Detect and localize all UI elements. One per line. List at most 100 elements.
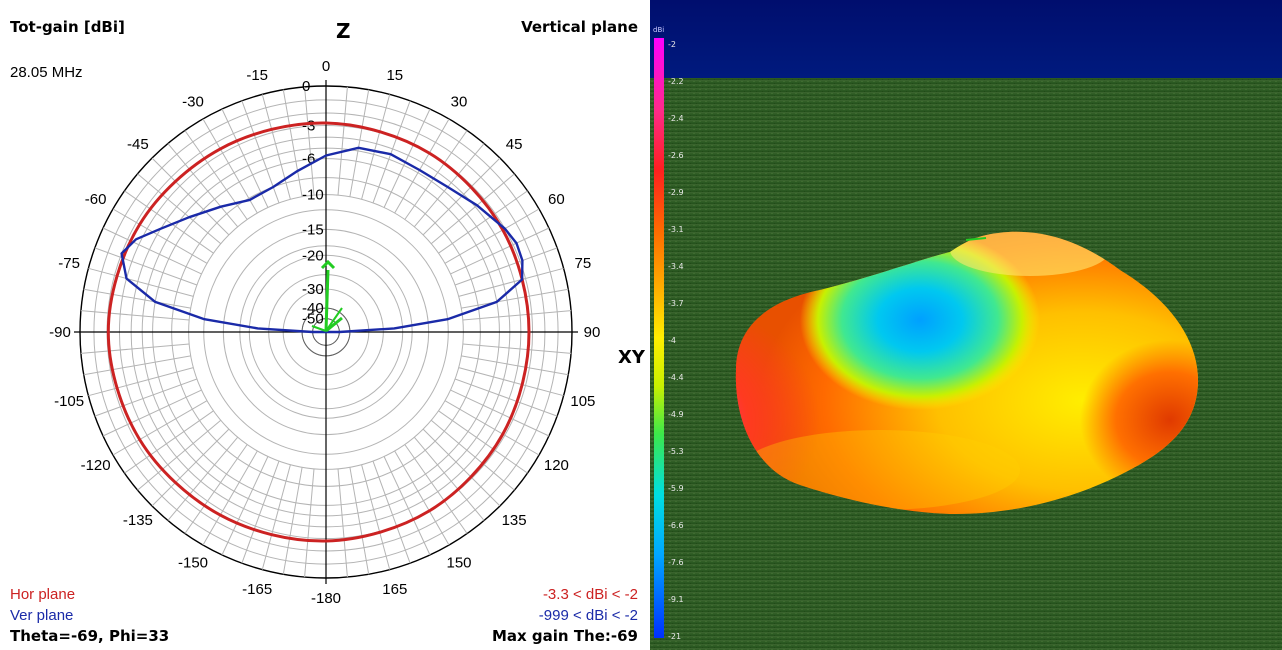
ver-plane-legend: Ver plane [10, 607, 74, 624]
grid-spoke [241, 460, 280, 564]
xy-axis-label: XY [618, 347, 646, 368]
grid-spoke [184, 444, 248, 534]
grid-spoke [112, 208, 208, 264]
colorbar-tick-label: -4.9 [668, 410, 684, 419]
angle-tick-label: 75 [575, 255, 592, 272]
colorbar-tick-label: -2.2 [668, 77, 684, 86]
grid-spoke [282, 89, 303, 197]
angle-tick-label: -105 [54, 393, 84, 410]
grid-spoke [349, 467, 370, 575]
angle-tick-label: 90 [584, 324, 601, 341]
angle-tick-label: -180 [311, 590, 341, 607]
grid-spoke [261, 94, 291, 200]
grid-spoke [404, 130, 468, 220]
grid-spoke [304, 468, 315, 578]
angle-tick-label: -60 [85, 191, 107, 208]
angle-tick-label: 135 [502, 512, 527, 529]
grid-spoke [337, 86, 348, 196]
angle-tick-label: -135 [123, 512, 153, 529]
grid-spoke [137, 173, 222, 245]
grid-spoke [454, 378, 558, 417]
grid-spoke [413, 143, 485, 228]
angle-tick-label: 30 [451, 94, 468, 111]
grid-spoke [430, 173, 515, 245]
grid-spoke [304, 86, 315, 196]
quantity-label: Tot-gain [dBi] [10, 18, 125, 36]
grid-spoke [462, 310, 572, 321]
grid-spoke [372, 100, 411, 204]
colorbar-tick-label: -2.9 [668, 188, 684, 197]
colorbar-tick-label: -2.4 [668, 114, 684, 123]
grid-spoke [458, 267, 564, 297]
angle-tick-label: 15 [386, 67, 403, 84]
grid-spoke [167, 436, 239, 521]
max-gain-readout: Max gain The:-69 [491, 627, 638, 645]
hor-plane-trace [106, 121, 531, 543]
polar-plot: 0-3-6-10-15-20-30-40-50 0153045607590105… [49, 19, 646, 607]
angle-tick-label: -75 [58, 255, 80, 272]
angle-tick-label: -150 [178, 554, 208, 571]
radial-tick-label: -3 [302, 118, 315, 135]
grid-spoke [422, 428, 501, 507]
pattern-3d-svg: dBi -2 -2.2 -2.4 -2.6 -2.9 -3.1 -3.4 -3.7 -4 -4.4… [650, 0, 1282, 650]
grid-spoke [83, 355, 191, 376]
hor-plane-range: -3.3 < dBi < -2 [542, 586, 638, 603]
frequency-label: 28.05 MHz [10, 64, 83, 81]
colorbar-tick-label: -21 [668, 632, 681, 641]
grid-spoke [361, 464, 391, 570]
colorbar-tick-label: -3.7 [668, 299, 684, 308]
angle-tick-label: -45 [127, 136, 149, 153]
colorbar-tick-label: -6.6 [668, 521, 684, 530]
angle-tick-label: 0 [322, 58, 330, 75]
grid-spoke [124, 410, 214, 474]
grid-spoke [94, 378, 198, 417]
dbi-colorbar: dBi -2 -2.2 -2.4 -2.6 -2.9 -3.1 -3.4 -3.7 -4 -4.4… [653, 26, 684, 641]
grid-spoke [454, 247, 558, 286]
cursor-readout: Theta=-69, Phi=33 [10, 627, 170, 645]
radial-tick-label: -10 [302, 187, 324, 204]
grid-spoke [438, 410, 528, 474]
w-axis-arrow [311, 325, 327, 332]
z-arrow-head [320, 259, 336, 270]
grid-spoke [450, 227, 550, 275]
grid-spoke [430, 419, 515, 491]
polar-plot-panel: 0 -3 -6 -10 -15 -20 -30 -40 -50 0 15 30 45 60 75 90 105… [10, 18, 646, 645]
grid-spoke [94, 247, 198, 286]
grid-spoke [167, 143, 239, 228]
ver-plane-trace [120, 146, 524, 334]
grid-spoke [361, 94, 391, 200]
colorbar-tick-label: -2 [668, 40, 676, 49]
radial-tick-label: -20 [302, 247, 324, 264]
grid-spoke [124, 190, 214, 254]
grid-spoke [413, 436, 485, 521]
radial-scale-labels: 0-3-6-10-15-20-30-40-50 [302, 78, 324, 328]
grid-spoke [202, 118, 258, 214]
pattern-traces [106, 121, 531, 543]
grid-spoke [383, 456, 431, 556]
grid-spoke [221, 108, 269, 208]
angle-tick-label: -120 [81, 457, 111, 474]
grid-spoke [458, 367, 564, 397]
pattern-3d-view[interactable]: dBi -2 -2.2 -2.4 -2.6 -2.9 -3.1 -3.4 -3.7 -4 -4.4… [650, 0, 1282, 650]
grid-spoke [102, 389, 202, 437]
angle-tick-label: 60 [548, 191, 565, 208]
grid-spoke [394, 450, 450, 546]
colorbar-tick-label: -9.1 [668, 595, 684, 604]
colorbar-tick-label: -5.3 [668, 447, 684, 456]
colorbar-tick-label: -2.6 [668, 151, 684, 160]
plane-label: Vertical plane [521, 18, 638, 36]
grid-spoke [88, 267, 194, 297]
angle-tick-label: 120 [544, 457, 569, 474]
grid-spoke [88, 367, 194, 397]
angle-tick-label: -30 [182, 94, 204, 111]
grid-spoke [137, 419, 222, 491]
grid-spoke [83, 288, 191, 309]
colorbar-gradient [654, 38, 664, 638]
grid-spoke [383, 108, 431, 208]
colorbar-tick-label: -4.4 [668, 373, 684, 382]
angle-tick-label: -15 [246, 67, 268, 84]
colorbar-tick-label: -3.4 [668, 262, 684, 271]
grid-spoke [461, 355, 569, 376]
grid-spoke [151, 157, 230, 236]
axis-arrows [311, 259, 343, 333]
